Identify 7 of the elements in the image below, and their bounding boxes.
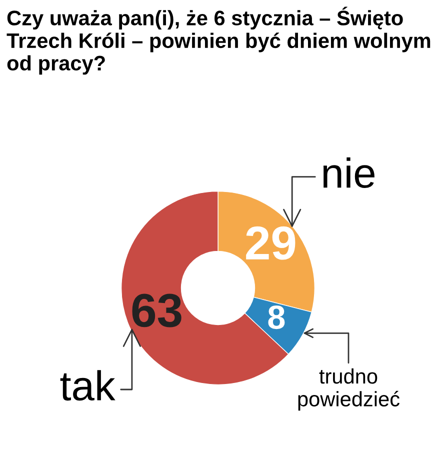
data-label: 8	[268, 305, 285, 330]
chart-title: Czy uważa pan(i), że 6 stycznia – Święto Trzech Króli – powinien być dniem wolnym od pracy?	[6, 6, 430, 75]
slice-label: tak	[60, 370, 116, 401]
data-label: 63	[132, 294, 182, 328]
data-label: 29	[246, 226, 296, 260]
slice-label: trudno powiedzieć	[298, 368, 400, 411]
slice-label: nie	[323, 157, 374, 188]
